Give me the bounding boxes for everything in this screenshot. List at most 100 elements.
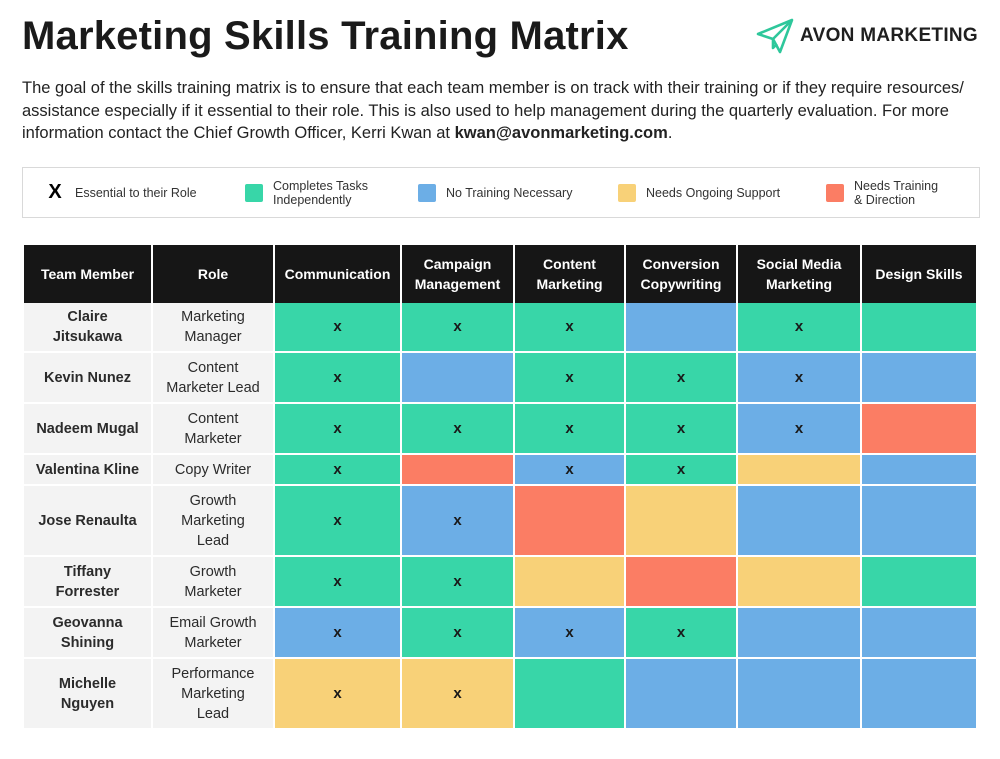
skill-cell — [626, 303, 736, 353]
skill-cell: x — [402, 608, 513, 659]
skill-cell — [862, 303, 976, 353]
team-member-name: Nadeem Mugal — [24, 404, 151, 455]
essential-x-mark: x — [795, 369, 803, 386]
essential-x-mark: x — [677, 461, 685, 478]
contact-email-link[interactable]: kwan@avonmarketing.com — [455, 124, 668, 142]
team-member-name: Michelle Nguyen — [24, 659, 151, 730]
team-member-role: Growth Marketer — [153, 557, 273, 608]
skill-cell: x — [626, 455, 736, 486]
essential-x-mark: x — [565, 461, 573, 478]
column-header: Design Skills — [862, 245, 976, 303]
essential-x-mark: x — [333, 461, 341, 478]
table-row: Kevin Nunez Content Marketer Lead x x x x — [24, 353, 976, 404]
essential-x-mark: x — [333, 573, 341, 590]
skill-cell: x — [275, 455, 400, 486]
skill-cell: x — [515, 303, 624, 353]
column-header: Content Marketing — [515, 245, 624, 303]
team-member-name: Geovanna Shining — [24, 608, 151, 659]
legend-swatch-yellow — [618, 184, 636, 202]
table-row: Claire Jitsukawa Marketing Manager x x x x — [24, 303, 976, 353]
skill-cell: x — [402, 557, 513, 608]
skill-cell: x — [738, 303, 860, 353]
team-member-role: Copy Writer — [153, 455, 273, 486]
skill-cell — [862, 557, 976, 608]
team-member-role: Performance Marketing Lead — [153, 659, 273, 730]
skill-cell — [862, 353, 976, 404]
skill-cell: x — [626, 404, 736, 455]
essential-x-mark: X — [45, 181, 65, 204]
table-row: Nadeem Mugal Content Marketer x x x x x — [24, 404, 976, 455]
skill-cell — [738, 557, 860, 608]
intro-end: . — [668, 124, 673, 142]
skills-matrix-table: Team Member Role Communication Campaign Man… — [22, 245, 978, 730]
table-row: Geovanna Shining Email Growth Marketer x x x… — [24, 608, 976, 659]
skill-cell: x — [275, 659, 400, 730]
essential-x-mark: x — [565, 420, 573, 437]
skill-cell — [862, 659, 976, 730]
skill-cell: x — [275, 557, 400, 608]
skill-cell: x — [626, 608, 736, 659]
skill-cell — [626, 659, 736, 730]
intro-paragraph: The goal of the skills training matrix i… — [22, 77, 982, 145]
essential-x-mark: x — [333, 318, 341, 335]
column-header: Social Media Marketing — [738, 245, 860, 303]
team-member-name: Tiffany Forrester — [24, 557, 151, 608]
skill-cell: x — [275, 303, 400, 353]
brand-logo: AVON MARKETING — [756, 18, 978, 54]
essential-x-mark: x — [795, 420, 803, 437]
table-body: Claire Jitsukawa Marketing Manager x x x x Kev… — [24, 303, 976, 730]
team-member-role: Growth Marketing Lead — [153, 486, 273, 557]
paper-plane-icon — [756, 18, 794, 54]
essential-x-mark: x — [677, 420, 685, 437]
skill-cell: x — [515, 353, 624, 404]
skill-cell — [515, 557, 624, 608]
column-header: Communication — [275, 245, 400, 303]
skill-cell: x — [515, 404, 624, 455]
legend-label: Needs Training & Direction — [854, 179, 938, 207]
skill-cell — [515, 659, 624, 730]
skill-cell: x — [275, 353, 400, 404]
essential-x-mark: x — [677, 369, 685, 386]
column-header: Conversion Copywriting — [626, 245, 736, 303]
legend-swatch-red — [826, 184, 844, 202]
team-member-role: Email Growth Marketer — [153, 608, 273, 659]
skill-cell — [738, 659, 860, 730]
skill-cell: x — [402, 486, 513, 557]
skill-cell: x — [738, 404, 860, 455]
legend-item-needs-training: Needs Training & Direction — [826, 179, 938, 207]
essential-x-mark: x — [333, 624, 341, 641]
table-row: Michelle Nguyen Performance Marketing Lea… — [24, 659, 976, 730]
team-member-name: Valentina Kline — [24, 455, 151, 486]
legend-item-completes-tasks: Completes Tasks Independently — [245, 179, 368, 207]
essential-x-mark: x — [453, 685, 461, 702]
team-member-name: Jose Renaulta — [24, 486, 151, 557]
essential-x-mark: x — [565, 318, 573, 335]
table-header-row: Team Member Role Communication Campaign Man… — [24, 245, 976, 303]
column-header: Campaign Management — [402, 245, 513, 303]
skill-cell — [862, 608, 976, 659]
essential-x-mark: x — [333, 369, 341, 386]
legend-label: Completes Tasks Independently — [273, 179, 368, 207]
essential-x-mark: x — [453, 573, 461, 590]
skill-cell: x — [402, 659, 513, 730]
essential-x-mark: x — [795, 318, 803, 335]
essential-x-mark: x — [333, 512, 341, 529]
page-title: Marketing Skills Training Matrix — [22, 14, 629, 59]
team-member-role: Content Marketer — [153, 404, 273, 455]
essential-x-mark: x — [677, 624, 685, 641]
legend-item-essential: X Essential to their Role — [45, 181, 197, 204]
skill-cell: x — [515, 455, 624, 486]
legend-item-ongoing-support: Needs Ongoing Support — [618, 184, 780, 202]
team-member-role: Content Marketer Lead — [153, 353, 273, 404]
table-row: Jose Renaulta Growth Marketing Lead x x — [24, 486, 976, 557]
skill-cell: x — [275, 404, 400, 455]
team-member-name: Claire Jitsukawa — [24, 303, 151, 353]
skill-cell — [738, 608, 860, 659]
skill-cell — [515, 486, 624, 557]
skill-cell — [402, 353, 513, 404]
skill-cell — [402, 455, 513, 486]
legend-swatch-green — [245, 184, 263, 202]
team-member-name: Kevin Nunez — [24, 353, 151, 404]
essential-x-mark: x — [453, 420, 461, 437]
essential-x-mark: x — [453, 512, 461, 529]
